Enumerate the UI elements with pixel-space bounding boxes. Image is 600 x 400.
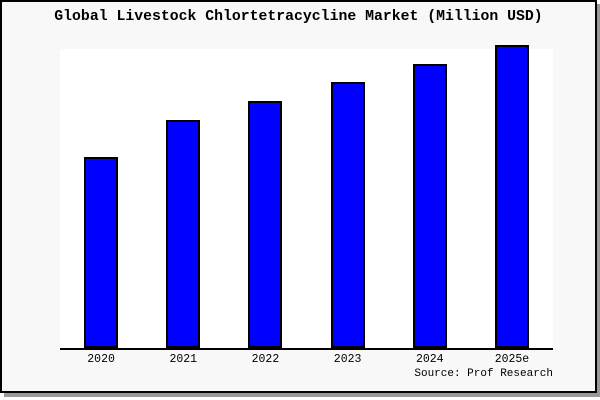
x-tick-label: 2020: [87, 353, 115, 366]
x-tick-label: 2023: [333, 353, 362, 366]
bars-container: [60, 45, 553, 348]
x-tick-label: 2024: [415, 353, 444, 366]
chart-card: Global Livestock Chlortetracycline Marke…: [0, 0, 597, 393]
bar-slot: [471, 45, 553, 348]
bar-slot: [60, 49, 142, 348]
bar-2023: [330, 82, 365, 348]
bar-2025e: [494, 45, 529, 348]
bar-slot: [224, 49, 306, 348]
bar-2024: [412, 64, 447, 348]
plot-area: [60, 45, 553, 350]
bar-slot: [389, 49, 471, 348]
bar-slot: [307, 49, 389, 348]
x-axis-labels: 2020 2021 2022 2023 2024 2025e: [60, 353, 553, 367]
source-credit: Source: Prof Research: [414, 368, 553, 380]
x-tick-label: 2025e: [494, 353, 530, 366]
bar-2020: [84, 157, 119, 348]
x-tick-label: 2022: [251, 353, 280, 366]
bar-slot: [142, 49, 224, 348]
bar-2021: [166, 120, 201, 348]
x-tick-label: 2021: [169, 353, 198, 366]
chart-title: Global Livestock Chlortetracycline Marke…: [54, 9, 543, 25]
bar-2022: [248, 101, 283, 348]
